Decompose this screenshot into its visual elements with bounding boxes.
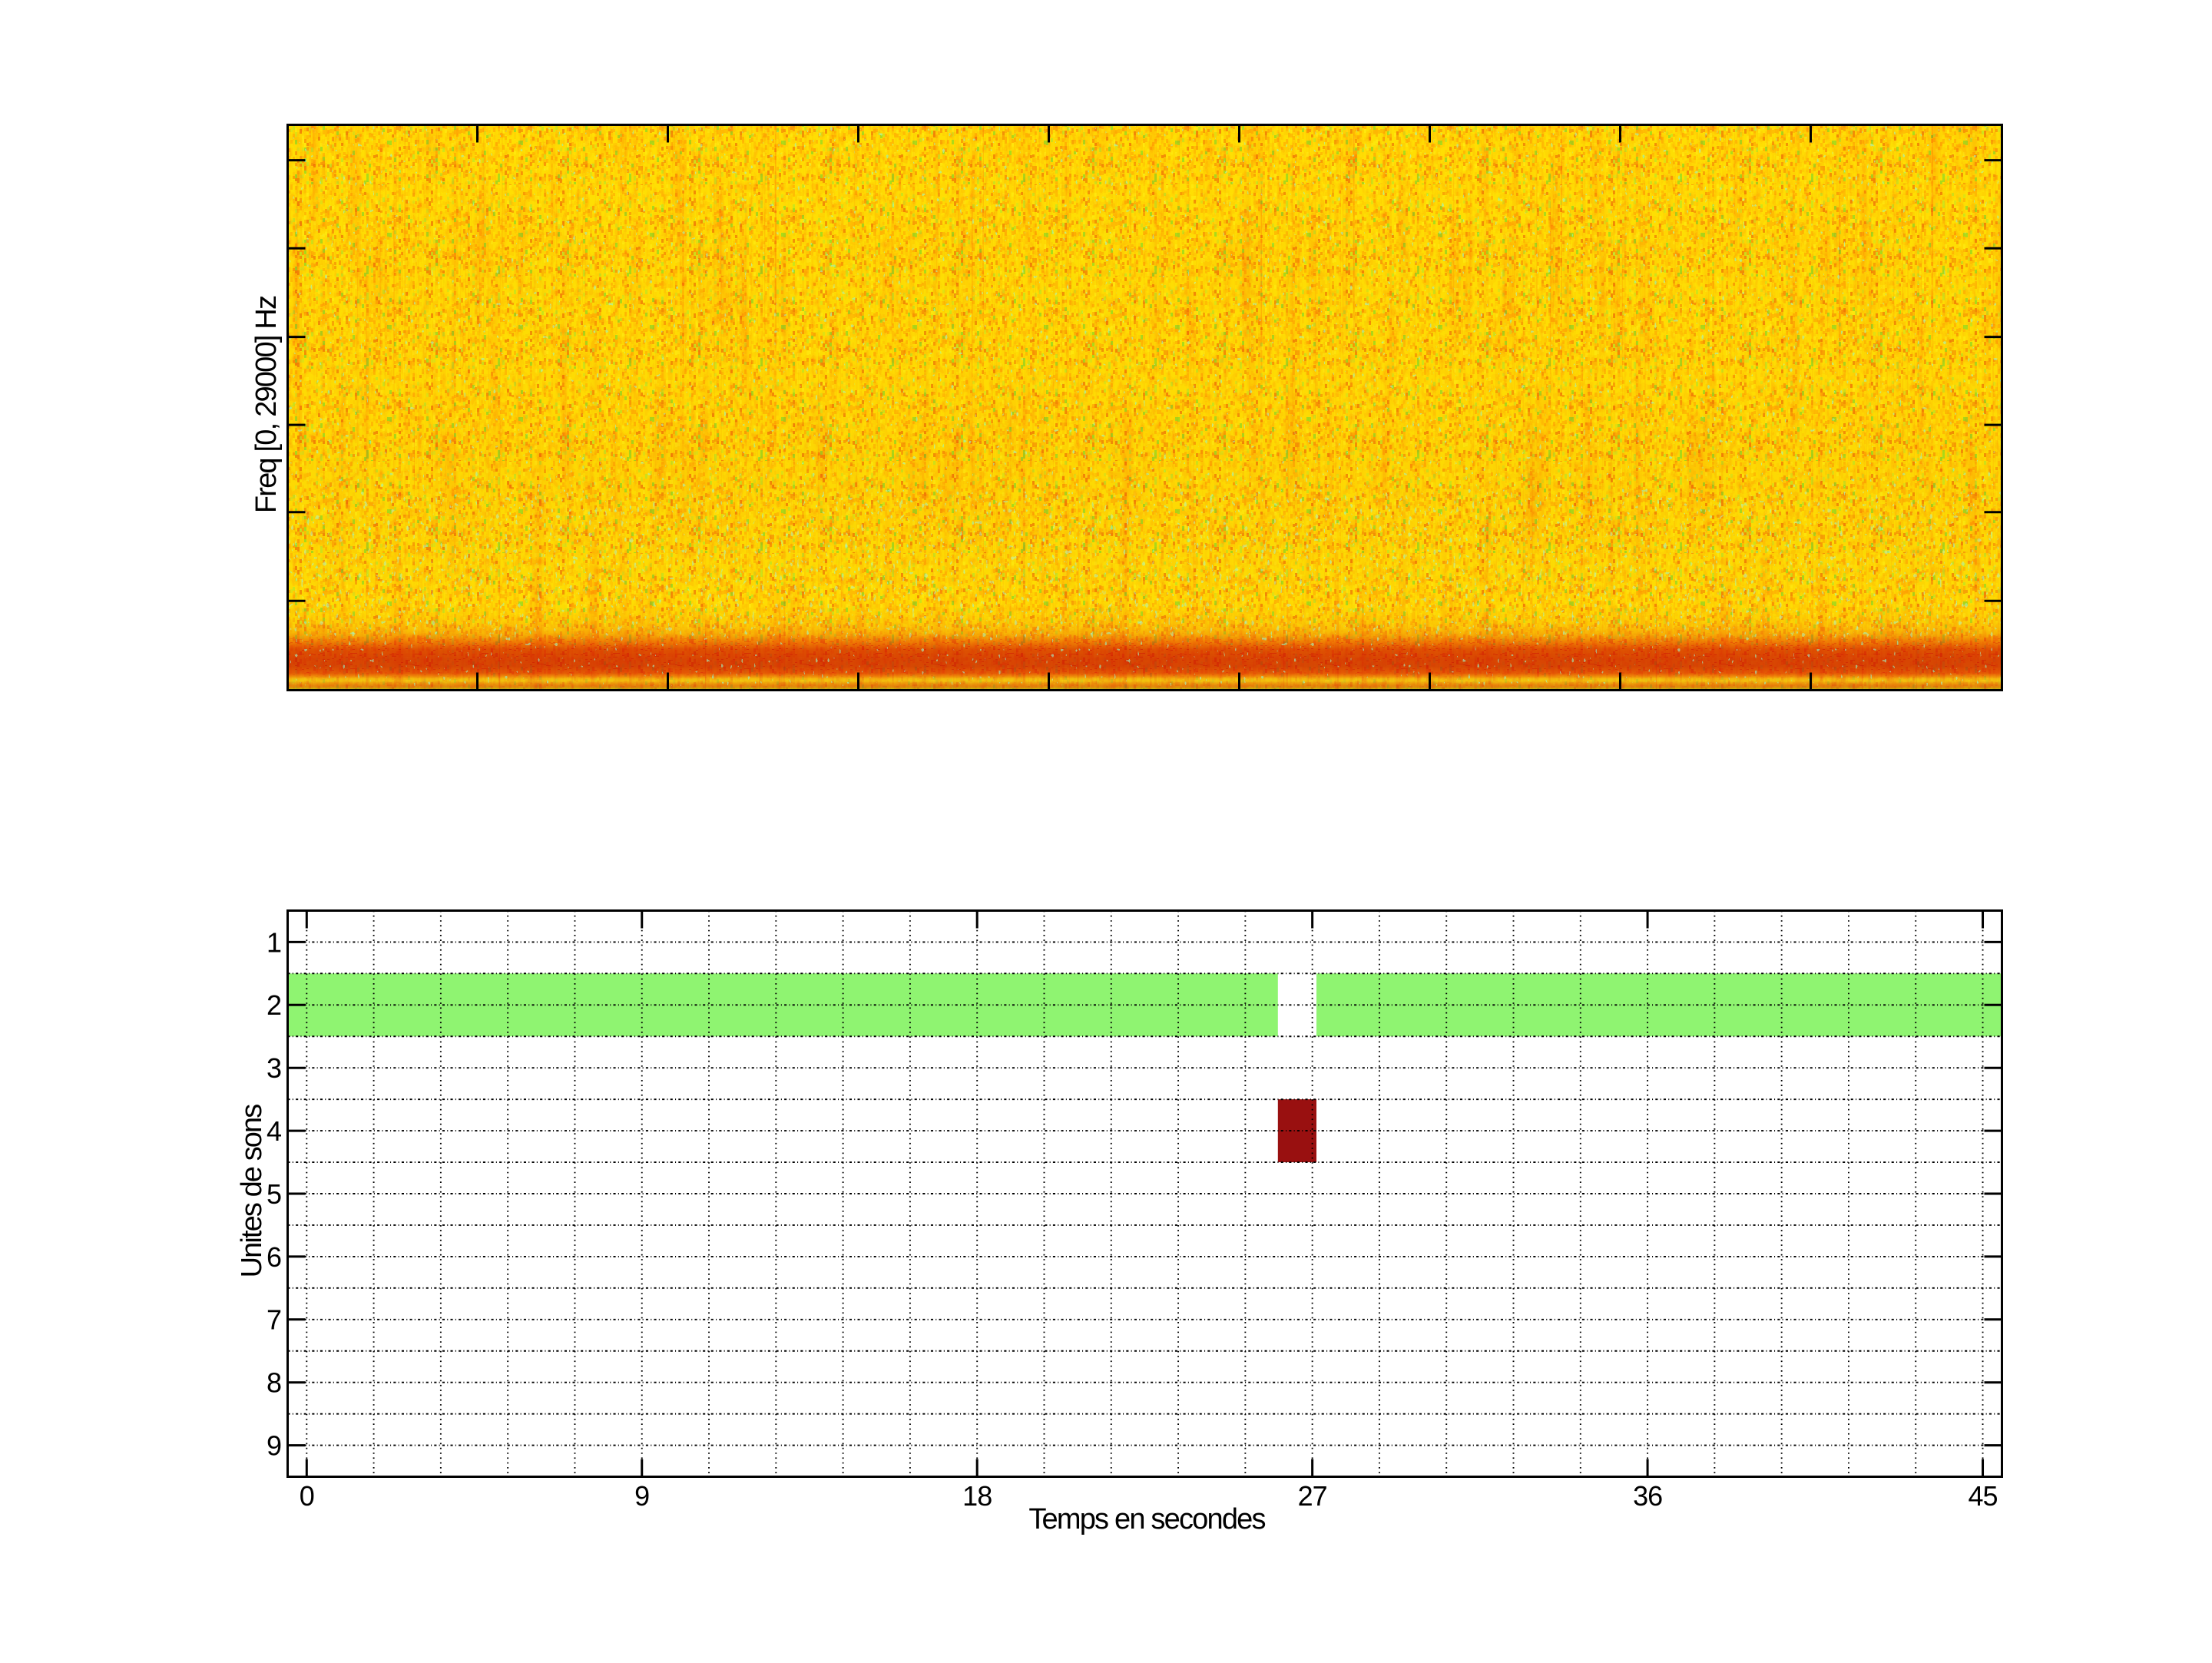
svg-text:1: 1: [267, 926, 282, 958]
svg-text:8: 8: [267, 1367, 282, 1399]
svg-text:45: 45: [1968, 1480, 1997, 1512]
svg-text:6: 6: [267, 1241, 282, 1273]
svg-text:0: 0: [300, 1480, 314, 1512]
svg-text:Unites de sons: Unites de sons: [236, 1105, 268, 1278]
svg-text:18: 18: [962, 1480, 992, 1512]
svg-text:36: 36: [1633, 1480, 1662, 1512]
svg-text:9: 9: [267, 1430, 282, 1462]
svg-text:4: 4: [267, 1115, 282, 1147]
svg-text:3: 3: [267, 1052, 282, 1084]
svg-text:Temps en secondes: Temps en secondes: [1028, 1503, 1265, 1535]
svg-text:2: 2: [267, 989, 282, 1021]
svg-text:Freq [0, 29000] Hz: Freq [0, 29000] Hz: [250, 296, 283, 513]
svg-text:5: 5: [267, 1178, 282, 1210]
svg-text:9: 9: [634, 1480, 649, 1512]
svg-text:7: 7: [267, 1304, 282, 1336]
svg-text:27: 27: [1298, 1480, 1327, 1512]
